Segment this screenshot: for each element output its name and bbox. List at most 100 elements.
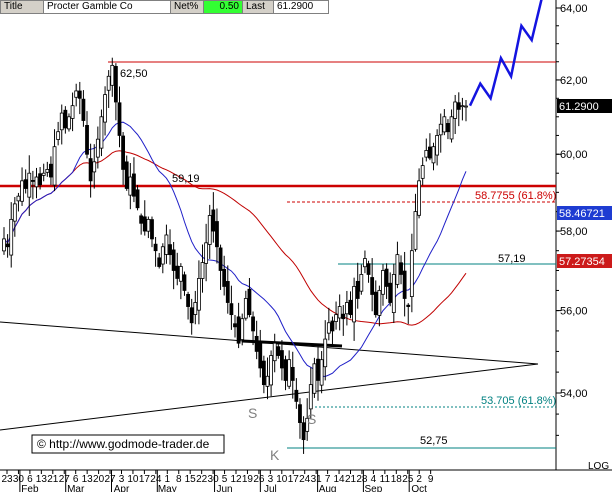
title-label[interactable]: Title bbox=[0, 0, 43, 14]
y-tick-label: 62,00 bbox=[560, 75, 588, 87]
candle-body bbox=[200, 262, 205, 279]
candle-body bbox=[99, 116, 104, 149]
candle-body bbox=[269, 355, 273, 386]
candle-body bbox=[312, 363, 317, 394]
candle-body bbox=[197, 278, 201, 311]
candle-body bbox=[247, 288, 252, 316]
x-day-label: 20 bbox=[93, 474, 105, 485]
x-day-label: 3 bbox=[119, 474, 125, 485]
candle-body bbox=[402, 270, 407, 299]
left-shoulder-label: S bbox=[248, 405, 257, 421]
candle-body bbox=[38, 173, 42, 186]
candle-body bbox=[211, 209, 216, 232]
watermark: © http://www.godmode-trader.de bbox=[31, 434, 225, 454]
ma-long-badge: 57.27354 bbox=[557, 254, 612, 268]
last-label: Last bbox=[242, 0, 273, 14]
x-day-label: 19 bbox=[242, 474, 254, 485]
candle-body bbox=[59, 112, 64, 131]
ma-short-line bbox=[3, 121, 467, 378]
candle-body bbox=[193, 302, 198, 315]
x-day-label: 31 bbox=[311, 474, 323, 485]
candle-body bbox=[453, 101, 458, 119]
candle-body bbox=[63, 109, 68, 129]
candle-body bbox=[142, 216, 147, 232]
candle-body bbox=[74, 90, 79, 98]
candle-body bbox=[56, 131, 61, 140]
candle-body bbox=[164, 234, 169, 255]
ma-long-badge-text: 57.27354 bbox=[559, 256, 605, 268]
candle-body bbox=[139, 215, 144, 224]
x-day-label: 5 bbox=[222, 474, 228, 485]
candle-body bbox=[409, 250, 414, 297]
x-day-label: 24 bbox=[299, 474, 311, 485]
levels bbox=[0, 61, 556, 449]
x-day-label: 30 bbox=[13, 474, 25, 485]
moving-averages bbox=[3, 121, 467, 378]
candle-body bbox=[388, 282, 393, 303]
candle-body bbox=[215, 221, 219, 248]
right-shoulder-label: S bbox=[307, 411, 316, 427]
candle-body bbox=[225, 281, 230, 303]
forecast-path bbox=[468, 0, 543, 107]
candle-body bbox=[251, 316, 255, 332]
x-month-label: May bbox=[158, 484, 177, 492]
candle-body bbox=[20, 180, 24, 202]
candle-body bbox=[305, 417, 310, 432]
x-day-label: 6 bbox=[27, 474, 33, 485]
level-labels: 62,50 59,19 58.7755 (61.8%) 57,19 53.705… bbox=[120, 68, 556, 447]
candle-body bbox=[355, 280, 360, 299]
candle-body bbox=[316, 358, 320, 381]
candle-body bbox=[81, 98, 86, 121]
candle-body bbox=[168, 244, 172, 256]
candle-body bbox=[182, 274, 187, 291]
candle-body bbox=[413, 211, 418, 250]
candle-body bbox=[406, 304, 411, 307]
candle-body bbox=[49, 163, 53, 178]
candle-body bbox=[287, 359, 292, 387]
candle-body bbox=[124, 161, 129, 189]
candle-body bbox=[428, 146, 432, 159]
candle-body bbox=[424, 150, 429, 158]
y-tick-label: 60,00 bbox=[560, 149, 588, 161]
candle-body bbox=[442, 116, 447, 133]
x-day-label: 10 bbox=[276, 474, 288, 485]
x-day-label: 24 bbox=[150, 474, 162, 485]
candle-body bbox=[330, 320, 335, 332]
label-5919: 59,19 bbox=[172, 173, 200, 185]
candle-body bbox=[265, 375, 270, 387]
y-tick-label: 58,00 bbox=[560, 226, 588, 238]
candle-body bbox=[381, 270, 385, 295]
candle-body bbox=[258, 342, 263, 369]
candle-body bbox=[384, 268, 389, 287]
candle-body bbox=[341, 313, 346, 320]
candle-body bbox=[449, 116, 454, 140]
x-day-label: 18 bbox=[391, 474, 403, 485]
candle-body bbox=[420, 165, 425, 179]
net-value: 0.50 bbox=[203, 0, 242, 14]
x-day-label: 7 bbox=[325, 474, 331, 485]
candle-body bbox=[446, 123, 450, 133]
candle-body bbox=[370, 277, 375, 295]
candle-body bbox=[352, 286, 357, 323]
candle-body bbox=[30, 180, 35, 182]
candle-body bbox=[261, 360, 266, 386]
x-day-label: 13 bbox=[36, 474, 48, 485]
candle-body bbox=[236, 316, 241, 344]
candle-body bbox=[359, 274, 364, 292]
candle-body bbox=[363, 258, 367, 268]
label-5719: 57,19 bbox=[498, 253, 526, 265]
candle-body bbox=[171, 249, 176, 271]
x-day-label: 9 bbox=[428, 474, 434, 485]
x-month-label: Jun bbox=[216, 484, 232, 492]
label-6250: 62,50 bbox=[120, 68, 148, 80]
candle-body bbox=[456, 102, 461, 110]
candle-body bbox=[150, 219, 154, 240]
x-day-label: 27 bbox=[59, 474, 71, 485]
x-day-label: 8 bbox=[176, 474, 182, 485]
quote-header: Title Procter Gamble Co Net% 0.50 Last 6… bbox=[0, 0, 329, 14]
candle-body bbox=[16, 195, 21, 202]
candle-body bbox=[222, 268, 227, 287]
candle-body bbox=[301, 422, 306, 441]
candle-body bbox=[135, 189, 140, 209]
